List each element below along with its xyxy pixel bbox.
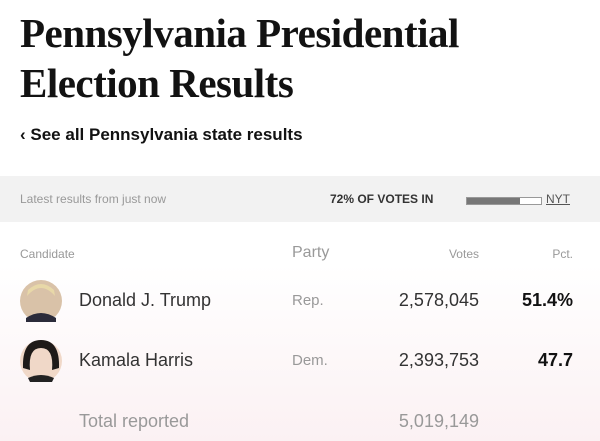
link-text[interactable]: See all Pennsylvania state results: [30, 125, 303, 144]
total-label: Total reported: [79, 411, 190, 431]
progress-fill: [467, 198, 521, 204]
avatars: [20, 280, 62, 382]
votes: 2,578,045: [398, 290, 479, 310]
pct: 51.4%: [521, 290, 573, 310]
state-results-link[interactable]: ‹ See all Pennsylvania state results: [20, 125, 303, 145]
votes-in-label: 72% OF VOTES IN: [330, 192, 434, 206]
updated-text: Latest results from just now: [20, 192, 167, 206]
col-header: Candidate: [20, 247, 75, 261]
party: Rep.: [292, 292, 324, 309]
votes: 2,393,753: [398, 350, 479, 370]
party: Dem.: [292, 352, 328, 369]
page-title: Pennsylvania Presidential Election Resul…: [20, 10, 459, 106]
col-header: Votes: [448, 247, 479, 261]
col-header: Pct.: [552, 247, 573, 261]
candidate-name: Donald J. Trump: [79, 290, 212, 310]
total-votes: 5,019,149: [398, 411, 479, 431]
chevron: ‹: [20, 125, 31, 144]
col-header: Party: [292, 244, 330, 261]
progress-bar: [466, 197, 542, 205]
pct: 47.7: [537, 350, 573, 370]
source: NYT: [546, 192, 570, 206]
candidate-name: Kamala Harris: [79, 350, 194, 370]
